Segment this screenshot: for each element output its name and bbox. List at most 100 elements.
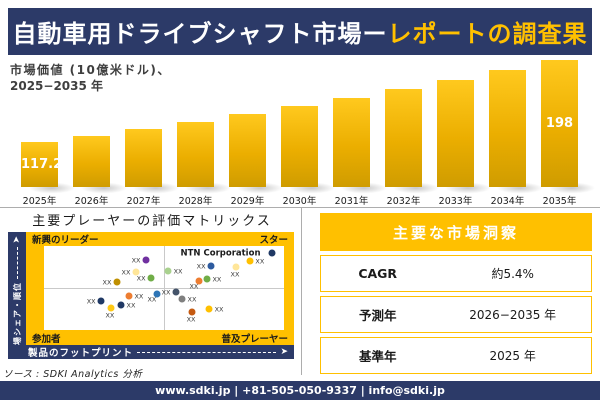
page-title-highlight: レポートの調査果	[387, 20, 588, 48]
matrix-x-axis-band: 製品のフットプリント ➤	[8, 345, 294, 359]
dot-marker	[205, 305, 213, 313]
dot-marker	[207, 262, 215, 270]
bar-2030年	[281, 106, 318, 187]
scatter-dot: XX	[187, 308, 196, 323]
chart-label-line1: 市場価値 (10億米ドル)、	[10, 63, 171, 77]
matrix-title: 主要プレーヤーの評価マトリックス	[32, 214, 272, 229]
matrix-frame: 新興のリーダー スター XX XX XX XX XX XX XX XX XX XX NTN Corp…	[26, 232, 294, 345]
dot-marker	[195, 277, 203, 285]
dot-placeholder-label: XX	[255, 257, 265, 266]
dot-placeholder-label: XX	[147, 295, 157, 304]
scatter-dot: XX	[125, 292, 143, 300]
bar-2027年	[125, 128, 162, 187]
scatter-dot: XX	[246, 257, 264, 265]
matrix-y-axis-band: 市場シェア・順位 ➤	[8, 232, 26, 358]
dot-placeholder-label: XX	[173, 267, 183, 276]
dot-marker	[97, 297, 105, 305]
dot-placeholder-label: XX	[212, 275, 222, 284]
y-axis-arrow-icon: ➤	[11, 236, 22, 244]
footer-contact-bar: www.sdki.jp | +81-505-050-9337 | info@sd…	[0, 381, 600, 400]
insight-value: 約5.4%	[491, 267, 534, 281]
dot-placeholder-label: XX	[230, 270, 240, 279]
scatter-dot: XX	[147, 290, 161, 303]
scatter-dot: XX	[205, 305, 224, 313]
x-tick-label: 2032年	[386, 196, 421, 207]
x-tick-label: 2033年	[438, 196, 473, 207]
x-tick-label: 2025年	[22, 196, 57, 207]
bar-2028年	[177, 121, 214, 187]
matrix-scatter-plot: XX XX XX XX XX XX XX XX XX XX NTN Corporation XX XX X…	[44, 246, 284, 330]
scatter-dot: XX	[203, 275, 221, 283]
dot-marker	[246, 257, 254, 265]
y-axis-dash-line	[16, 246, 18, 279]
scatter-dot: XX	[103, 278, 121, 286]
chart-axis-label: 市場価値 (10億米ドル)、 2025−2035 年	[10, 62, 171, 94]
scatter-dot: XX	[197, 262, 215, 270]
x-tick-label: 2030年	[282, 196, 317, 207]
bar-2035年: 198	[541, 60, 578, 187]
dot-placeholder-label: XX	[126, 301, 136, 310]
dot-placeholder-label: XX	[161, 288, 171, 297]
dot-placeholder-label: XX	[131, 256, 141, 265]
insight-value: 2025 年	[489, 349, 536, 363]
dot-marker	[203, 275, 211, 283]
scatter-dot: XX	[105, 304, 115, 319]
x-tick-label: 2026年	[74, 196, 109, 207]
bar-data-label: 117.2	[21, 156, 63, 172]
page-title-main: 自動車用ドライブシャフト市場ー	[12, 20, 388, 48]
insight-row-予測年: 予測年 2026−2035 年	[320, 296, 592, 333]
x-tick-label: 2027年	[126, 196, 161, 207]
vertical-divider	[301, 208, 302, 375]
chart-label-line2: 2025−2035 年	[10, 79, 104, 94]
scatter-dot: XX	[164, 267, 182, 275]
quadrant-label-emerging-leaders: 新興のリーダー	[32, 235, 99, 246]
x-tick-label: 2031年	[334, 196, 369, 207]
dot-marker	[164, 267, 172, 275]
scatter-dot: XX	[137, 274, 155, 282]
insights-header: 主要な市場洞察	[320, 213, 592, 251]
matrix-bottom-labels: 参加者 普及プレーヤー	[26, 330, 294, 345]
horizontal-divider	[0, 207, 600, 208]
dot-marker	[147, 274, 155, 282]
insight-label: 基準年	[358, 349, 397, 364]
scatter-dot: XX	[87, 297, 105, 305]
x-tick-label: 2035年	[542, 196, 577, 207]
insight-label: 予測年	[358, 308, 397, 323]
bar-2034年	[489, 70, 526, 187]
dot-placeholder-label: XX	[214, 305, 224, 314]
matrix-y-axis: 市場シェア・順位 ➤	[9, 234, 25, 356]
company-name-label: NTN Corporation	[180, 248, 261, 259]
dot-placeholder-label: XX	[136, 274, 146, 283]
page-title: 自動車用ドライブシャフト市場ー レポートの調査果	[8, 8, 592, 55]
bar-2026年	[73, 135, 110, 187]
scatter-dot: XX	[162, 288, 180, 296]
dot-marker	[107, 304, 115, 312]
dot-marker	[125, 292, 133, 300]
x-tick-label: 2029年	[230, 196, 265, 207]
x-axis-dash-line	[137, 351, 277, 353]
source-note: ソース : SDKI Analytics 分析	[3, 369, 143, 380]
x-tick-label: 2034年	[490, 196, 525, 207]
quadrant-label-pervasive-players: 普及プレーヤー	[221, 333, 288, 345]
scatter-dot: XX	[178, 295, 196, 303]
dot-marker	[142, 256, 150, 264]
dot-marker	[232, 263, 240, 271]
y-axis-label: 市場シェア・順位	[12, 282, 22, 354]
quadrant-label-participants: 参加者	[32, 333, 61, 345]
bar-2025年: 117.2	[21, 142, 63, 187]
key-insights-panel: 主要な市場洞察 CAGR 約5.4% 予測年 2026−2035 年基準年 2025 年	[320, 213, 592, 374]
quadrant-horizontal-line	[44, 288, 284, 289]
dot-placeholder-label: XX	[196, 262, 206, 271]
bar-2031年	[333, 97, 370, 187]
dot-placeholder-label: XX	[187, 295, 197, 304]
dot-marker	[117, 301, 125, 309]
bar-2033年	[437, 79, 474, 187]
dot-placeholder-label: XX	[189, 282, 199, 291]
dot-placeholder-label: XX	[134, 292, 144, 301]
bar-2032年	[385, 89, 422, 187]
x-axis-label: 製品のフットプリント	[28, 348, 134, 359]
insight-row-基準年: 基準年 2025 年	[320, 337, 592, 374]
dot-marker	[113, 278, 121, 286]
insight-row-cagr: CAGR 約5.4%	[320, 255, 592, 292]
insight-label: CAGR	[358, 266, 398, 281]
